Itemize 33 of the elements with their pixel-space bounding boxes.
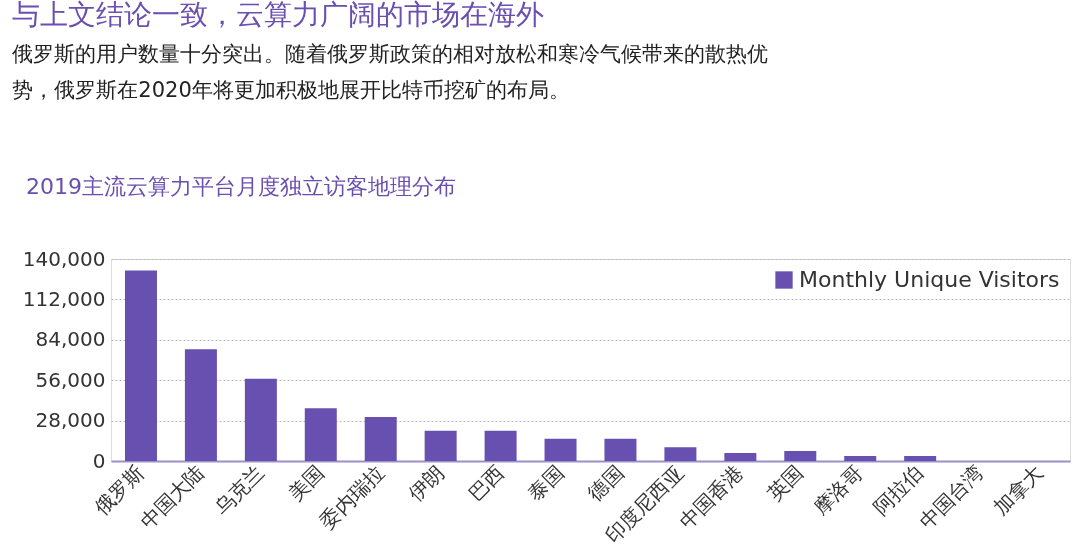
bar	[604, 438, 637, 461]
y-tick-label: 56,000	[35, 367, 106, 392]
bar	[304, 408, 337, 461]
bar	[124, 270, 157, 461]
y-tick-label: 28,000	[35, 408, 106, 433]
x-tick-label: 伊朗	[403, 460, 449, 506]
x-tick-label: 加拿大	[988, 460, 1048, 520]
bar	[424, 430, 457, 461]
y-tick-label: 0	[92, 448, 106, 473]
text: 2019主流云算力平台月度独立访客地理分布	[26, 174, 456, 199]
bar	[544, 438, 577, 461]
x-tick-label: 乌克兰	[209, 460, 269, 520]
y-tick-label: 140,000	[22, 246, 106, 271]
y-tick-label: 84,000	[35, 327, 106, 352]
bar	[244, 378, 277, 461]
x-tick-label: 德国	[582, 460, 629, 506]
bar	[724, 453, 757, 461]
bar	[364, 416, 397, 461]
x-tick-label: 巴西	[463, 460, 509, 506]
bar	[484, 430, 517, 461]
bar	[904, 455, 937, 461]
x-tick-label: 英国	[762, 460, 809, 506]
x-tick-label: 摩洛哥	[808, 460, 868, 520]
chart-subtitle: 俄罗斯的用户数量十分突出。随着俄罗斯政策的相对放松和寒冷气候带来的散热优势，俄罗斯在2020年将更加积极地展开比特币挖矿的布局。	[12, 42, 769, 102]
x-tick-label: 美国	[283, 460, 329, 506]
x-tick-label: 泰国	[523, 460, 569, 506]
bar	[664, 447, 697, 461]
chart-title: 与上文结论一致，云算力广阔的市场在海外	[12, 0, 545, 31]
bar	[784, 450, 817, 461]
y-tick-label: 112,000	[22, 286, 106, 311]
bar	[184, 349, 217, 461]
bar	[844, 455, 877, 461]
legend-label: Monthly Unique Visitors	[799, 267, 1060, 292]
